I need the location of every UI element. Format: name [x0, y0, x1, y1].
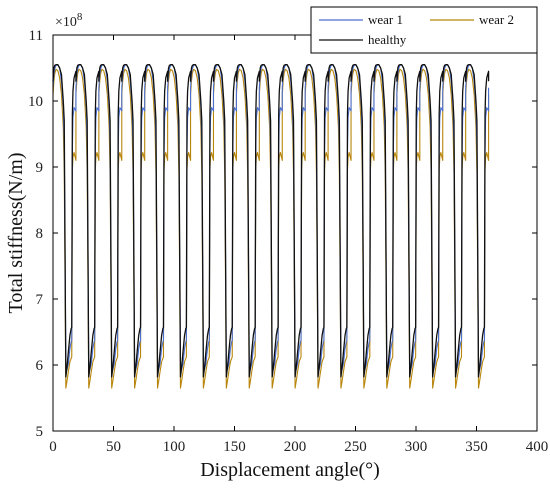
x-tick-label-8: 400: [526, 439, 549, 455]
legend-label-healthy: healthy: [368, 32, 407, 47]
x-tick-label-2: 100: [163, 439, 186, 455]
x-tick-label-7: 350: [465, 439, 488, 455]
x-tick-label-6: 300: [405, 439, 428, 455]
legend-label-wear-1: wear 1: [368, 12, 403, 27]
y-tick-label-5: 10: [28, 94, 43, 110]
y-tick-label-3: 8: [36, 226, 44, 242]
x-tick-label-1: 50: [106, 439, 121, 455]
x-tick-label-4: 200: [284, 439, 307, 455]
x-axis-title: Displacement angle(°): [200, 459, 380, 481]
y-tick-label-1: 6: [36, 358, 44, 374]
x-tick-label-0: 0: [49, 439, 57, 455]
y-axis-title: Total stiffness(N/m): [5, 153, 27, 314]
y-tick-label-2: 7: [36, 292, 44, 308]
y-multiplier-label: ×108: [55, 11, 83, 30]
legend-label-wear-2: wear 2: [479, 12, 514, 27]
x-tick-label-5: 250: [344, 439, 367, 455]
y-tick-label-4: 9: [36, 160, 44, 176]
y-tick-label-0: 5: [36, 424, 44, 440]
legend-box: [310, 6, 538, 54]
series-line-healthy: [52, 64, 490, 378]
series-layer: [52, 64, 490, 389]
legend: wear 1 wear 2 healthy: [310, 6, 538, 54]
x-tick-label-3: 150: [223, 439, 246, 455]
y-tick-label-6: 11: [29, 28, 43, 44]
ticks-layer: 0 50 100 150 200 250 300 350 400 5 6 7 8 9 10 11: [28, 28, 548, 455]
